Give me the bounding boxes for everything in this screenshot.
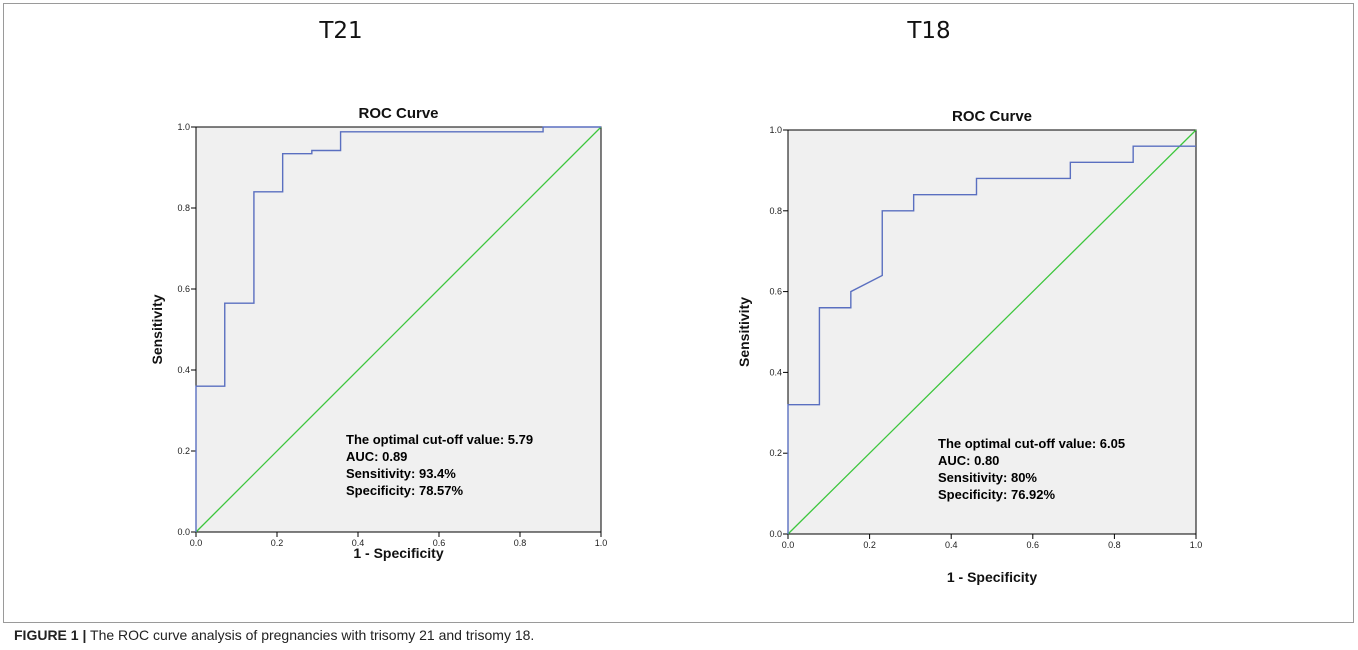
y-axis-label: Sensitivity <box>736 297 752 367</box>
x-tick-label: 0.0 <box>782 540 795 550</box>
roc-curve <box>195 126 601 532</box>
y-tick-label: 0.2 <box>177 446 190 456</box>
y-tick-label: 0.4 <box>769 367 782 377</box>
y-tick-label: 1.0 <box>177 122 190 132</box>
stats-t18-cutoff: The optimal cut-off value: 6.05 <box>938 436 1126 451</box>
x-tick-label: 1.0 <box>595 538 608 548</box>
x-tick-label: 0.2 <box>863 540 876 550</box>
x-tick-label: 0.4 <box>352 538 365 548</box>
y-axis-label: Sensitivity <box>149 294 165 364</box>
y-tick-label: 0.0 <box>769 529 782 539</box>
y-tick-label: 0.8 <box>177 203 190 213</box>
panel-title-t18: T18 <box>907 18 951 44</box>
stats-t18-auc: AUC: 0.80 <box>938 453 1000 468</box>
x-axis-label: 1 - Specificity <box>947 569 1037 585</box>
roc-chart-1: ROC Curve 0.0 0.2 0.4 0.6 0.8 1.0 0.0 0.2 0.4 0.6 0… <box>149 105 607 561</box>
stats-t18-specificity: Specificity: 76.92% <box>938 487 1056 502</box>
x-tick-label: 0.0 <box>190 538 203 548</box>
reference-line <box>787 129 1197 535</box>
y-tick-label: 0.6 <box>769 287 782 297</box>
y-tick-label: 0.8 <box>769 206 782 216</box>
caption-text: The ROC curve analysis of pregnancies wi… <box>90 627 535 643</box>
y-tick-label: 0.4 <box>177 365 190 375</box>
x-tick-label: 0.2 <box>271 538 284 548</box>
stats-t21-specificity: Specificity: 78.57% <box>346 483 464 498</box>
chart-title: ROC Curve <box>952 108 1032 125</box>
x-tick-label: 1.0 <box>1190 540 1203 550</box>
roc-chart-2: ROC Curve 0.0 0.2 0.4 0.6 0.8 1.0 0.0 0.2 0.4 0.6 0… <box>736 108 1202 585</box>
x-tick-label: 0.8 <box>1108 540 1121 550</box>
stats-t21-cutoff: The optimal cut-off value: 5.79 <box>346 432 534 447</box>
figure-frame <box>3 3 1354 623</box>
stats-t21: The optimal cut-off value: 5.79 AUC: 0.8… <box>346 431 533 499</box>
y-tick-label: 1.0 <box>769 125 782 135</box>
stats-t18-sensitivity: Sensitivity: 80% <box>938 470 1037 485</box>
stats-t21-sensitivity: Sensitivity: 93.4% <box>346 466 456 481</box>
stats-t21-auc: AUC: 0.89 <box>346 449 408 464</box>
x-tick-label: 0.6 <box>433 538 446 548</box>
roc-curve <box>787 145 1196 534</box>
chart-title: ROC Curve <box>358 105 438 122</box>
panel-title-t21: T21 <box>319 18 363 44</box>
x-tick-label: 0.4 <box>945 540 958 550</box>
caption-label: FIGURE 1 | <box>14 627 87 643</box>
x-axis-label: 1 - Specificity <box>353 545 443 561</box>
y-tick-label: 0.6 <box>177 284 190 294</box>
reference-line <box>195 126 602 533</box>
x-tick-label: 0.8 <box>514 538 527 548</box>
y-tick-label: 0.2 <box>769 448 782 458</box>
x-tick-label: 0.6 <box>1027 540 1040 550</box>
y-tick-label: 0.0 <box>177 527 190 537</box>
figure-caption: FIGURE 1 | The ROC curve analysis of pre… <box>14 627 534 643</box>
stats-t18: The optimal cut-off value: 6.05 AUC: 0.8… <box>938 435 1125 503</box>
